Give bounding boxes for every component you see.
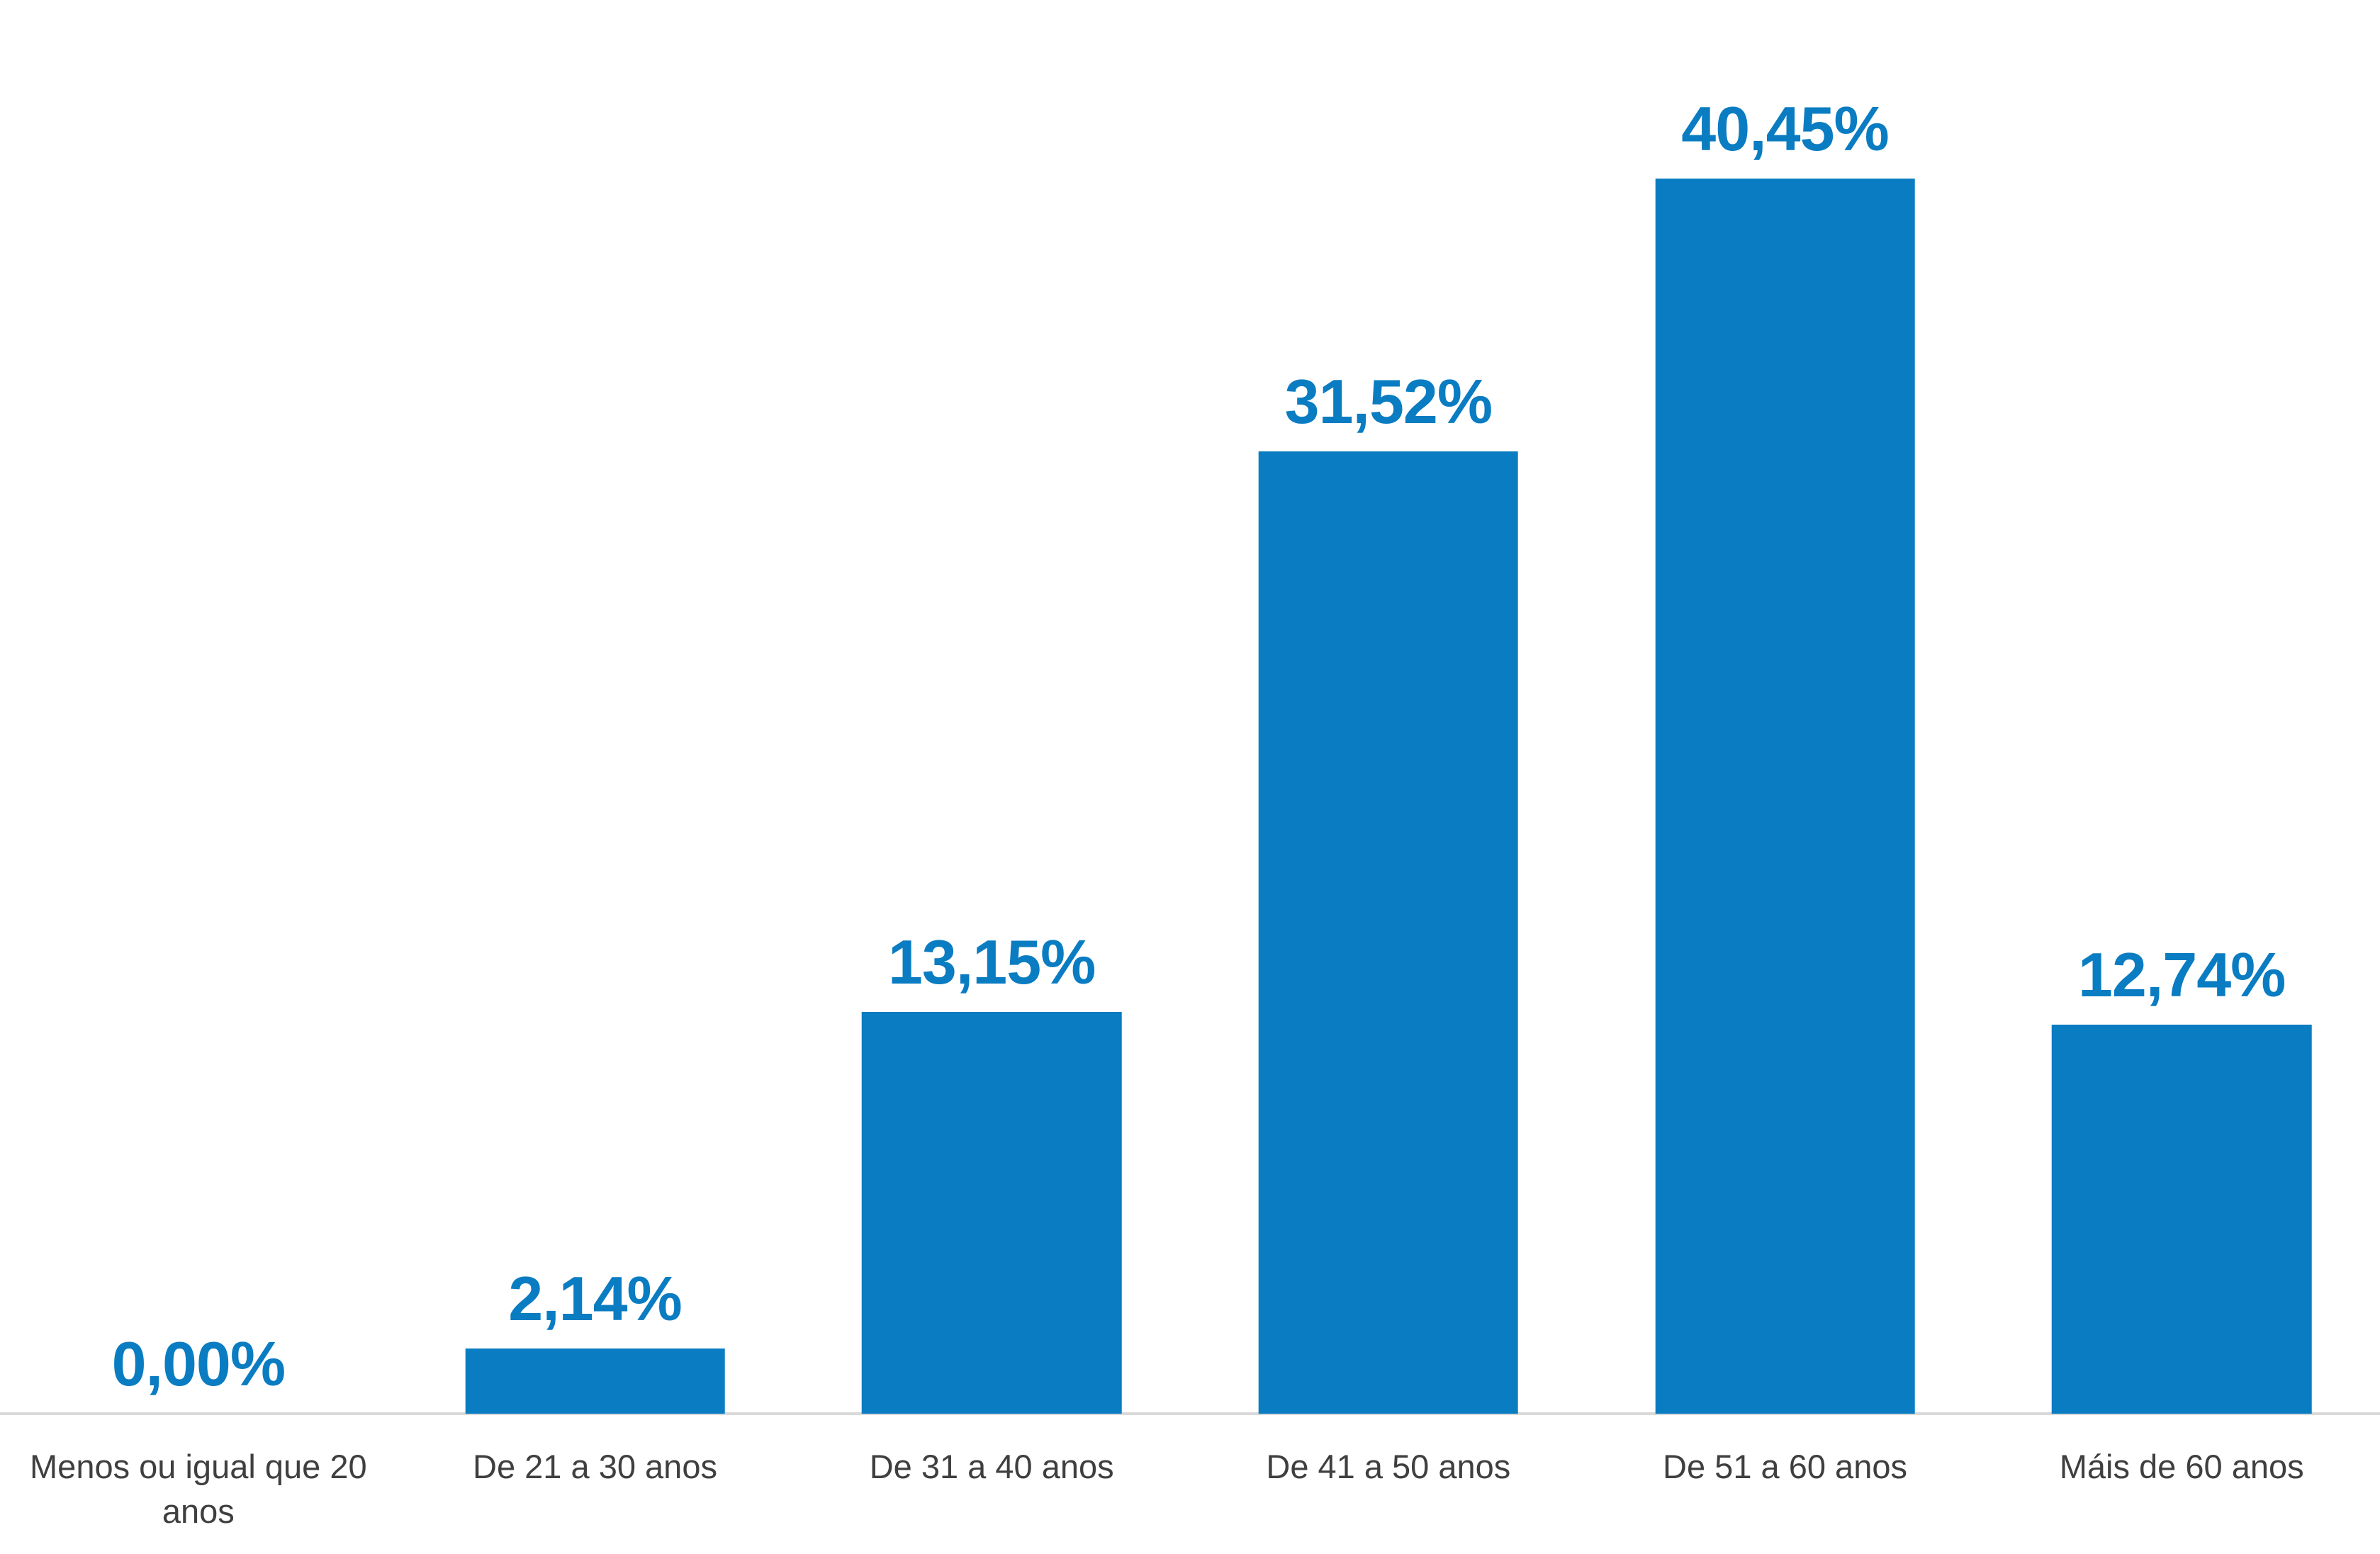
category-label: De 21 a 30 anos — [473, 1448, 717, 1485]
category-label: Menos ou igual que 20 anos — [30, 1448, 367, 1530]
category-label: De 51 a 60 anos — [1663, 1448, 1907, 1485]
category-label: De 31 a 40 anos — [869, 1448, 1114, 1485]
bar — [861, 1012, 1122, 1414]
bar — [2051, 1025, 2312, 1414]
bar-group: 31,52% De 41 a 50 anos — [1190, 0, 1587, 1554]
bar-group: 0,00% Menos ou igual que 20 anos — [0, 0, 397, 1554]
bar — [1258, 451, 1519, 1414]
bar-value-label: 40,45% — [1681, 94, 1889, 164]
bar-group: 12,74% Máis de 60 anos — [1983, 0, 2380, 1554]
bar-value-label: 0,00% — [111, 1329, 286, 1399]
x-axis-line — [0, 1412, 2380, 1415]
bar-value-label: 2,14% — [508, 1263, 683, 1334]
bar-group: 13,15% De 31 a 40 anos — [793, 0, 1190, 1554]
category-label: Máis de 60 anos — [2059, 1448, 2304, 1485]
bar-group: 40,45% De 51 a 60 anos — [1587, 0, 1984, 1554]
bar — [1655, 179, 1915, 1414]
bar-value-label: 31,52% — [1284, 366, 1493, 437]
bar-value-label: 12,74% — [2077, 940, 2286, 1010]
bar-value-label: 13,15% — [887, 927, 1096, 998]
category-label: De 41 a 50 anos — [1266, 1448, 1511, 1485]
bar — [465, 1348, 725, 1414]
bar-group: 2,14% De 21 a 30 anos — [397, 0, 794, 1554]
